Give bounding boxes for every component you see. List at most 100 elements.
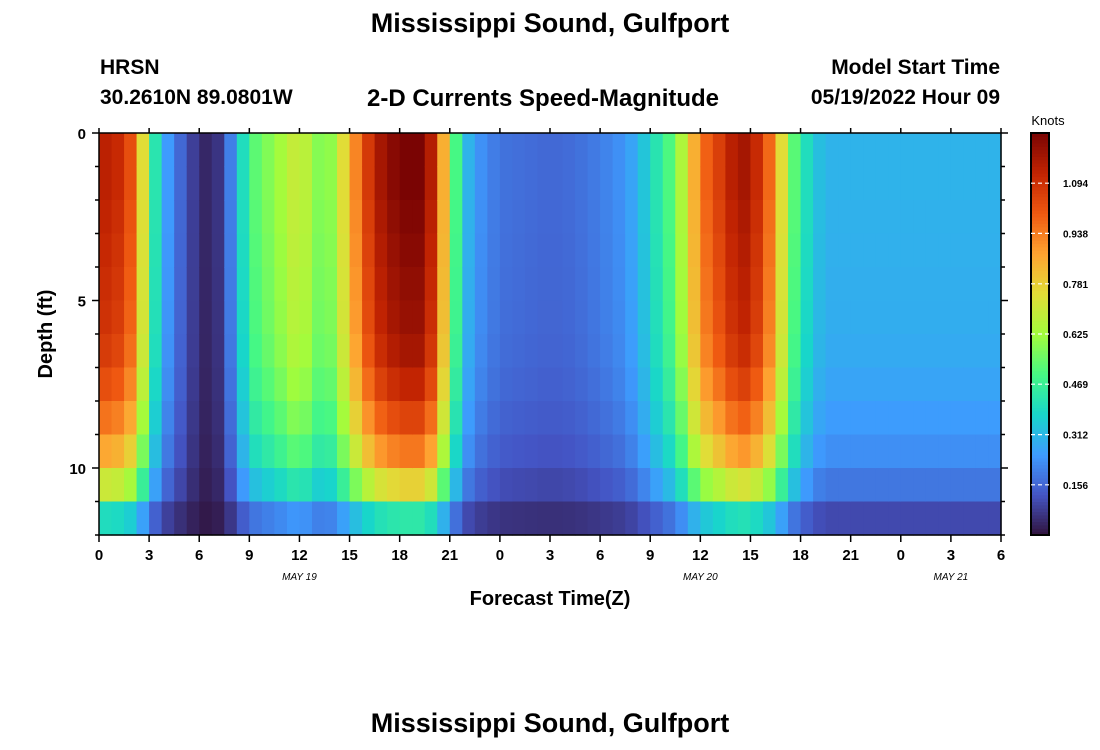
heatmap-cell: [825, 434, 839, 469]
heatmap-cell: [186, 267, 200, 302]
heatmap-cell: [750, 267, 764, 302]
heatmap-cell: [424, 166, 438, 201]
heatmap-cell: [186, 367, 200, 402]
heatmap-cell: [537, 334, 551, 369]
heatmap-cell: [324, 401, 338, 436]
heatmap-cell: [261, 267, 275, 302]
heatmap-cell: [462, 334, 476, 369]
heatmap-cell: [675, 501, 689, 536]
heatmap-cell: [186, 133, 200, 168]
heatmap-cell: [424, 401, 438, 436]
heatmap-cell: [174, 166, 188, 201]
heatmap-cell: [750, 334, 764, 369]
x-tick-label: 18: [792, 547, 809, 564]
heatmap-cell: [850, 501, 864, 536]
heatmap-cell: [575, 200, 589, 235]
heatmap-cell: [562, 200, 576, 235]
heatmap-cell: [337, 300, 351, 335]
heatmap-cell: [775, 133, 789, 168]
heatmap-cell: [99, 166, 113, 201]
heatmap-cell: [775, 501, 789, 536]
heatmap-cell: [712, 401, 726, 436]
heatmap-cell: [487, 133, 501, 168]
heatmap-cell: [825, 468, 839, 503]
heatmap-cell: [712, 468, 726, 503]
colorbar-swatch: [1031, 287, 1049, 291]
heatmap-cell: [149, 501, 163, 536]
heatmap-cell: [575, 401, 589, 436]
heatmap-cell: [311, 200, 326, 235]
heatmap-cell: [311, 434, 326, 469]
heatmap-cell: [512, 434, 526, 469]
heatmap-cell: [863, 200, 877, 235]
heatmap-cell: [199, 401, 213, 436]
heatmap-cell: [424, 233, 438, 268]
colorbar-swatch: [1031, 200, 1049, 204]
heatmap-cell: [524, 200, 539, 235]
heatmap-cell: [186, 501, 200, 536]
heatmap-cell: [311, 166, 326, 201]
heatmap-cell: [462, 468, 476, 503]
heatmap-cell: [161, 233, 175, 268]
heatmap-cell: [437, 200, 451, 235]
heatmap-cell: [487, 300, 501, 335]
heatmap-cell: [863, 434, 877, 469]
heatmap-cell: [387, 166, 401, 201]
heatmap-cell: [537, 434, 551, 469]
heatmap-cell: [111, 200, 125, 235]
heatmap-cell: [950, 233, 965, 268]
heatmap-cell: [124, 267, 138, 302]
heatmap-cell: [675, 367, 689, 402]
heatmap-cell: [236, 233, 250, 268]
heatmap-cell: [788, 166, 802, 201]
heatmap-cell: [925, 334, 939, 369]
heatmap-cell: [737, 267, 752, 302]
heatmap-cell: [474, 468, 488, 503]
heatmap-cell: [550, 267, 564, 302]
heatmap-cell: [111, 501, 125, 536]
colorbar-swatch: [1031, 203, 1049, 208]
x-axis: 0 3 6 9 12 15 18 21 0 3 6 9 12 15 18 21 0 3 6: [95, 128, 1005, 564]
heatmap-cell: [587, 434, 601, 469]
heatmap-cell: [963, 267, 977, 302]
heatmap-cell: [762, 401, 777, 436]
heatmap-cell: [474, 334, 488, 369]
heatmap-cell: [712, 334, 726, 369]
x-tick-label: 6: [195, 547, 203, 564]
heatmap-cell: [161, 166, 175, 201]
heatmap-cell: [925, 501, 939, 536]
heatmap-cell: [850, 434, 864, 469]
heatmap-cell: [875, 133, 889, 168]
colorbar-swatch: [1031, 464, 1049, 469]
heatmap-cell: [662, 233, 676, 268]
heatmap-cell: [600, 300, 614, 335]
colorbar-swatch: [1031, 524, 1049, 529]
heatmap-cell: [286, 468, 301, 503]
chart-title: Mississippi Sound, Gulfport: [370, 8, 730, 38]
heatmap-cell: [637, 233, 651, 268]
heatmap-cell: [362, 501, 376, 536]
heatmap-cell: [374, 334, 388, 369]
heatmap-cell: [575, 367, 589, 402]
heatmap-cell: [474, 166, 488, 201]
heatmap-cell: [838, 367, 852, 402]
colorbar-swatch: [1031, 457, 1049, 462]
colorbar-swatch: [1031, 313, 1049, 318]
heatmap-cell: [825, 334, 839, 369]
x-tick-label: 18: [391, 547, 408, 564]
heatmap-cell: [900, 434, 914, 469]
colorbar-swatch: [1031, 297, 1049, 301]
heatmap-cell: [124, 367, 138, 402]
colorbar-swatch: [1031, 183, 1049, 188]
heatmap-cell: [374, 166, 388, 201]
heatmap-cell: [550, 200, 564, 235]
heatmap-cell: [224, 367, 238, 402]
heatmap-cell: [687, 300, 701, 335]
heatmap-cell: [612, 166, 626, 201]
heatmap-cell: [813, 468, 827, 503]
heatmap-cell: [637, 501, 651, 536]
heatmap-cell: [412, 334, 426, 369]
station-coords: 30.2610N 89.0801W: [100, 86, 293, 109]
heatmap-cell: [900, 501, 914, 536]
heatmap-cell: [875, 200, 889, 235]
